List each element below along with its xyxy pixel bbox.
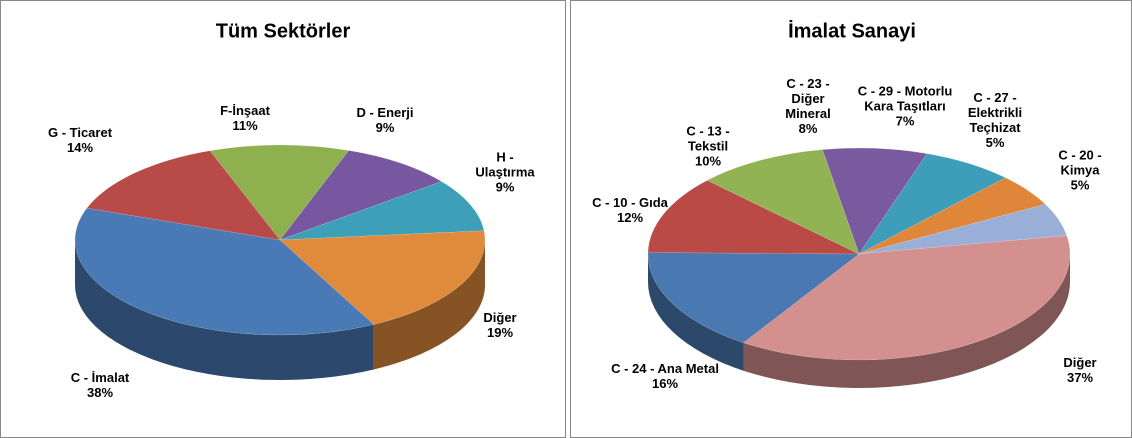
slice-label: C - 29 - Motorlu Kara Taşıtları 7% (850, 84, 960, 129)
slice-label: C - 23 - Diğer Mineral 8% (768, 76, 848, 136)
category-label: C - 20 - Kimya (1058, 147, 1102, 178)
slice-label: C - 24 - Ana Metal 16% (610, 361, 720, 391)
value-label: 19% (486, 325, 514, 340)
value-label: 14% (66, 140, 94, 155)
slice-side (373, 240, 485, 370)
slice (279, 230, 486, 325)
slice (822, 147, 928, 255)
value-label: 9% (495, 179, 515, 195)
slice (858, 153, 1007, 255)
category-label: Diğer (483, 310, 517, 325)
category-label: C - 24 - Ana Metal (611, 361, 719, 376)
slice (858, 177, 1046, 255)
slice (858, 203, 1068, 255)
category-label: G - Ticaret (47, 125, 113, 140)
slice-label: Diğer 19% (465, 310, 535, 340)
slice-side (75, 240, 374, 381)
value-label: 7% (895, 113, 915, 129)
slice-label: D - Enerji 9% (340, 105, 430, 135)
slice-label: C - 20 - Kimya 5% (1045, 148, 1115, 193)
category-label: C - 13 - Tekstil (686, 123, 730, 154)
slice-side (648, 254, 744, 371)
category-label: C - 27 - Elektrikli Teçhizat (967, 90, 1023, 135)
value-label: 37% (1066, 370, 1094, 385)
slice-label: C - İmalat 38% (50, 370, 150, 400)
slice-label: C - 27 - Elektrikli Teçhizat 5% (955, 90, 1035, 150)
value-label: 38% (86, 385, 114, 400)
value-label: 9% (375, 120, 395, 135)
slice-side (743, 254, 1070, 389)
category-label: H - Ulaştırma (475, 149, 535, 180)
slice-label: G - Ticaret 14% (30, 125, 130, 155)
value-label: 16% (651, 376, 679, 391)
slice (742, 235, 1071, 361)
value-label: 12% (616, 210, 644, 225)
slice-label: C - 13 - Tekstil 10% (668, 124, 748, 169)
value-label: 5% (985, 135, 1005, 150)
chart-title: İmalat Sanayi (788, 19, 916, 42)
slice (209, 144, 350, 241)
slice-label: Diğer 37% (1050, 355, 1110, 385)
category-label: C - 29 - Motorlu Kara Taşıtları (857, 83, 953, 114)
category-label: C - İmalat (70, 370, 130, 385)
slice-label: F-İnşaat 11% (200, 103, 290, 133)
slice-label: H - Ulaştırma 9% (465, 150, 545, 195)
slice (647, 252, 860, 343)
value-label: 5% (1070, 177, 1090, 193)
value-label: 8% (798, 121, 818, 136)
chart-title: Tüm Sektörler (216, 20, 351, 42)
slice (86, 150, 281, 241)
slice (706, 149, 860, 255)
category-label: C - 23 - Diğer Mineral (785, 76, 831, 121)
category-label: C - 10 - Gıda (592, 195, 668, 210)
slice (74, 207, 375, 336)
category-label: D - Enerji (356, 105, 414, 120)
value-label: 10% (694, 153, 722, 169)
category-label: F-İnşaat (220, 103, 270, 118)
slice (647, 180, 860, 255)
slice-label: C - 10 - Gıda 12% (575, 195, 685, 225)
slice (279, 181, 485, 241)
value-label: 11% (232, 118, 258, 133)
slice (279, 150, 443, 241)
category-label: Diğer (1063, 355, 1097, 370)
